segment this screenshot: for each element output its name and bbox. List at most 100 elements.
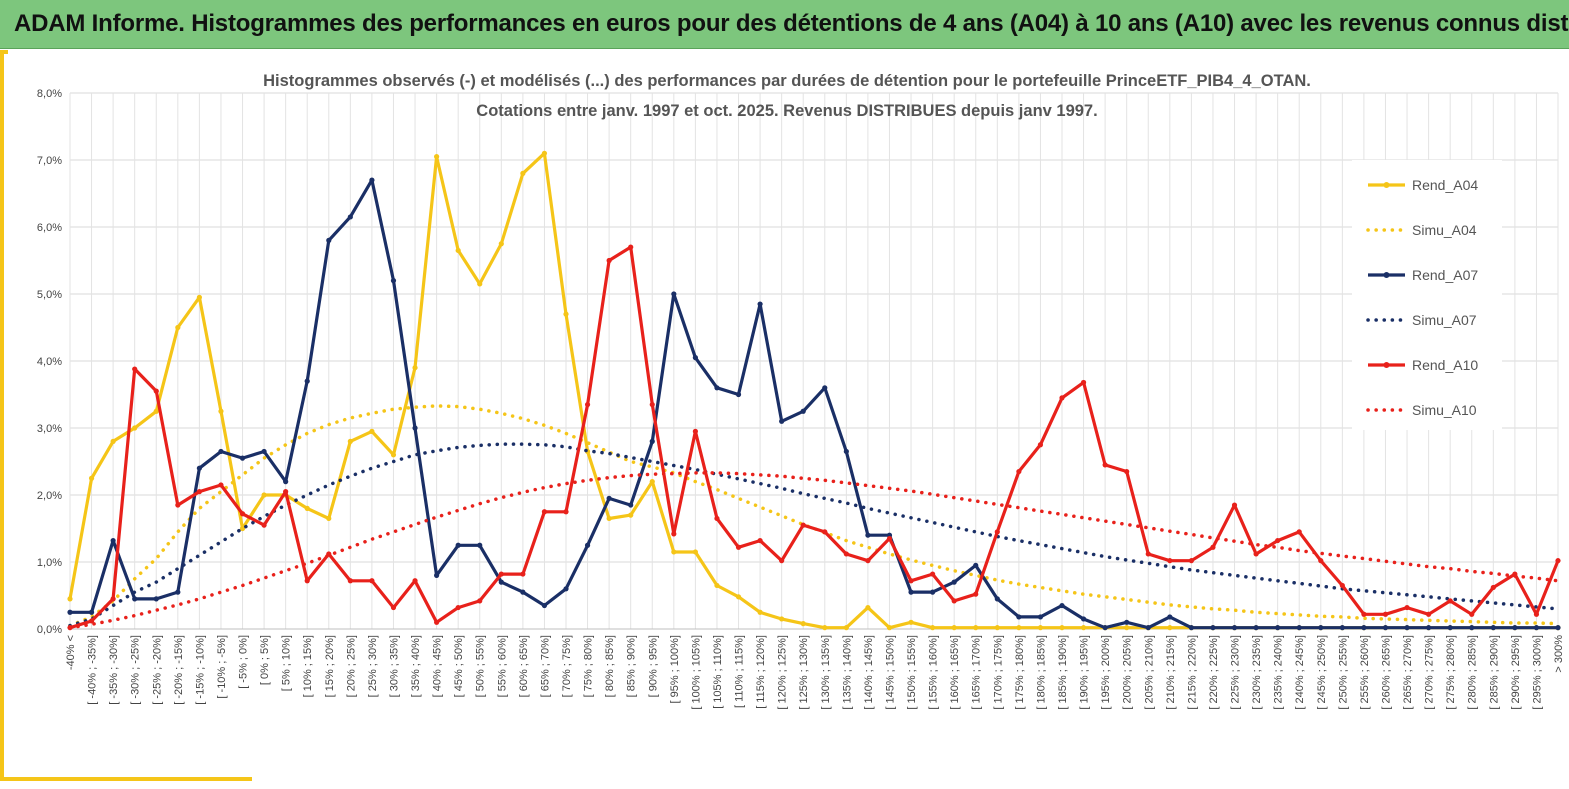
data-point <box>951 625 957 631</box>
x-tick-label: [ 180% ; 185%] <box>1035 635 1047 710</box>
x-tick-label: [ 150% ; 155%] <box>906 635 918 710</box>
series-simu-a10 <box>68 471 1560 630</box>
data-point <box>628 512 634 518</box>
data-point <box>347 214 353 220</box>
y-tick-label: 1,0% <box>37 557 62 569</box>
data-point <box>908 578 914 584</box>
data-point <box>757 609 763 615</box>
data-point <box>865 532 871 538</box>
data-point <box>843 551 849 557</box>
data-point <box>455 247 461 254</box>
data-point <box>563 509 569 515</box>
data-point <box>1037 625 1044 631</box>
data-point <box>326 515 332 522</box>
x-tick-label: [ 285% ; 290%] <box>1488 635 1500 710</box>
data-point <box>412 425 418 431</box>
data-point <box>175 502 181 508</box>
x-tick-label: [ 135% ; 140%] <box>841 635 853 710</box>
y-tick-label: 0,0% <box>37 624 62 636</box>
grid-layer <box>69 92 1559 630</box>
data-point <box>304 578 310 584</box>
data-point <box>110 596 116 602</box>
x-tick-label: [ 100% ; 105%] <box>690 635 702 710</box>
data-point <box>153 596 159 602</box>
legend-item-rend-a07: Rend_A07 <box>1368 267 1478 283</box>
data-point <box>1447 625 1453 631</box>
data-point <box>735 544 742 550</box>
x-tick-label: [ 60% ; 65%] <box>518 635 530 697</box>
data-point <box>520 589 526 595</box>
data-point <box>477 598 483 604</box>
x-tick-label: [ 105% ; 110%] <box>712 635 724 709</box>
data-point <box>1037 442 1044 448</box>
x-axis-ticks: -40% < [ -40% ; -35%] [ -35% ; -30%] [ -30%… <box>65 635 1565 710</box>
data-point <box>692 549 698 555</box>
data-point <box>1231 502 1238 508</box>
legend-item-simu-a04: Simu_A04 <box>1366 222 1477 238</box>
chart-title-line-1: Histogrammes observés (-) et modélisés (… <box>263 72 1311 90</box>
data-point <box>110 537 116 544</box>
series-simu-a04 <box>68 404 1560 628</box>
x-tick-label: [ 125% ; 130%] <box>798 635 810 710</box>
x-tick-label: [ -20% ; -15%] <box>173 635 185 705</box>
x-tick-label: [ 170% ; 175%] <box>992 635 1004 710</box>
data-point <box>1275 625 1281 631</box>
data-point <box>865 558 871 564</box>
data-point <box>1016 614 1022 620</box>
x-tick-label: [ 220% ; 225%] <box>1208 635 1220 710</box>
data-point <box>1382 611 1389 617</box>
data-point <box>434 154 440 160</box>
data-point <box>714 515 720 522</box>
y-tick-label: 7,0% <box>37 155 62 167</box>
data-point <box>930 571 936 577</box>
data-point <box>110 438 116 444</box>
x-tick-label: [ -25% ; -20%] <box>151 635 163 705</box>
data-point <box>1361 625 1367 631</box>
data-point <box>304 378 310 384</box>
data-point <box>369 428 375 434</box>
legend-label: Simu_A04 <box>1412 222 1477 238</box>
data-point <box>930 589 936 595</box>
data-point <box>735 594 742 600</box>
data-point <box>606 495 612 501</box>
x-tick-label: [ 90% ; 95%] <box>647 635 659 697</box>
x-tick-label: [ 115% ; 120%] <box>755 635 767 709</box>
series-rend-a04 <box>67 150 1561 631</box>
data-point <box>153 388 159 394</box>
x-tick-label: [ 165% ; 170%] <box>971 635 983 710</box>
x-tick-label: [ 215% ; 220%] <box>1186 635 1198 710</box>
data-point <box>520 170 526 176</box>
legend-box <box>1352 160 1502 430</box>
data-point <box>1210 625 1216 631</box>
data-point <box>239 511 246 517</box>
data-point <box>671 549 677 555</box>
data-point <box>196 294 202 300</box>
data-point <box>88 609 95 615</box>
data-point <box>218 448 224 455</box>
x-tick-label: [ 155% ; 160%] <box>928 635 940 710</box>
x-tick-label: [ 270% ; 275%] <box>1424 635 1436 710</box>
series-line <box>68 442 1560 628</box>
data-point <box>132 596 138 602</box>
legend-item-rend-a04: Rend_A04 <box>1368 177 1478 193</box>
x-tick-label: [ 205% ; 210%] <box>1143 635 1155 710</box>
x-tick-label: [ -5% ; 0%] <box>238 635 250 689</box>
data-point <box>843 625 849 631</box>
data-point <box>1555 625 1561 631</box>
data-point <box>628 502 634 508</box>
data-point <box>779 418 785 424</box>
data-point <box>649 401 655 408</box>
x-tick-label: [ 210% ; 215%] <box>1165 635 1177 710</box>
data-point <box>1210 544 1216 550</box>
x-tick-label: > 300% <box>1553 635 1565 673</box>
data-point <box>843 448 849 455</box>
data-point <box>1339 625 1345 631</box>
data-point <box>714 582 720 589</box>
data-point <box>649 479 655 485</box>
data-point <box>1037 614 1044 620</box>
data-point <box>1382 625 1389 631</box>
series-simu-a07 <box>68 442 1560 628</box>
data-point <box>1339 582 1345 589</box>
frame-accent-left <box>0 50 4 780</box>
data-point <box>67 609 73 615</box>
